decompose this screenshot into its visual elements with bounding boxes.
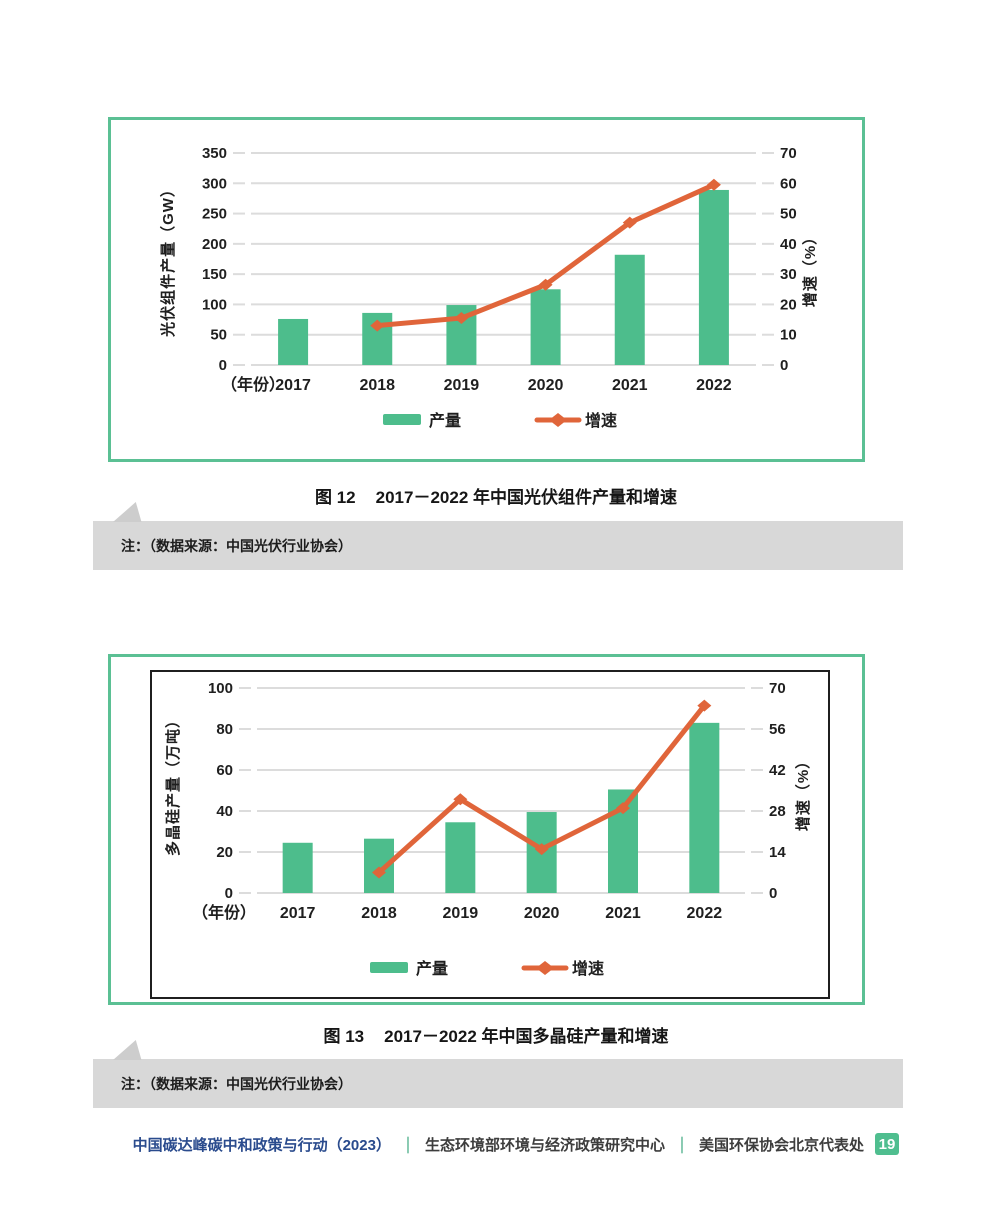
figure13-caption-text: 2017－2022 年中国多晶硅产量和增速 [384, 1027, 669, 1046]
growth-point-marker [534, 843, 549, 856]
right-axis-tick-label: 50 [780, 206, 797, 223]
right-axis-tick-label: 20 [780, 296, 797, 313]
right-axis-tick-label: 56 [769, 721, 786, 738]
x-axis-tick-label: 2020 [524, 905, 560, 922]
left-axis-tick-label: 0 [225, 885, 233, 902]
right-axis-tick-label: 70 [769, 680, 786, 697]
footer-org-1: 生态环境部环境与经济政策研究中心 [424, 1136, 665, 1154]
bar-2020 [530, 289, 561, 365]
right-axis-tick-label: 30 [780, 266, 797, 283]
bar-2022 [689, 722, 720, 893]
figure13-note: 注：（数据来源：中国光伏行业协会） [93, 1040, 903, 1108]
legend-bar-swatch [383, 414, 421, 425]
right-axis-title: 增速（%） [801, 229, 819, 307]
growth-point-marker [622, 216, 637, 229]
x-axis-tick-label: 2022 [696, 377, 732, 394]
figure13-chart-card: 0 20 40 60 80 100 0 14 28 42 56 70 （年份） 2017 2018 2019 2… [108, 654, 865, 1005]
right-axis-tick-label: 0 [769, 885, 777, 902]
figure12-note-text: 注：（数据来源：中国光伏行业协会） [121, 537, 352, 554]
left-axis-tick-label: 350 [202, 145, 227, 162]
left-axis-tick-label: 250 [202, 206, 227, 223]
footer-divider: ｜ [673, 1138, 690, 1155]
left-axis-tick-label: 20 [216, 844, 233, 861]
left-axis-tick-label: 100 [208, 680, 233, 697]
left-axis-tick-label: 200 [202, 236, 227, 253]
x-axis-tick-label: 2021 [605, 905, 641, 922]
left-axis-tick-label: 40 [216, 803, 233, 820]
x-axis-tick-label: 2017 [280, 905, 316, 922]
growth-point-marker [370, 319, 385, 332]
figure12-caption: 图 12 2017－2022 年中国光伏组件产量和增速 [93, 483, 899, 508]
legend-bar-swatch [370, 962, 408, 973]
growth-point-marker [454, 312, 469, 325]
growth-point-marker [616, 802, 630, 815]
footer-report-title: 中国碳达峰碳中和政策与行动（2023） [132, 1136, 391, 1154]
left-axis-tick-label: 50 [210, 327, 227, 344]
x-axis-tick-label: 2019 [444, 377, 480, 394]
figure12-caption-text: 2017－2022 年中国光伏组件产量和增速 [375, 488, 677, 507]
figure13-caption: 图 13 2017－2022 年中国多晶硅产量和增速 [93, 1022, 899, 1047]
right-axis-tick-label: 14 [769, 844, 786, 861]
legend-line-label: 增速 [585, 411, 617, 430]
figure12-note: 注：（数据来源：中国光伏行业协会） [93, 502, 903, 570]
x-axis-tick-label: 2021 [612, 377, 648, 394]
page-footer: 中国碳达峰碳中和政策与行动（2023） ｜ 生态环境部环境与经济政策研究中心 ｜… [0, 1132, 899, 1156]
x-axis-tick-label: 2017 [275, 377, 311, 394]
figure13-plot-frame: 0 20 40 60 80 100 0 14 28 42 56 70 （年份） 2017 2018 2019 2… [150, 670, 830, 999]
growth-point-marker [706, 178, 721, 191]
page-number-badge: 19 [875, 1133, 899, 1155]
right-axis-tick-label: 60 [780, 175, 797, 192]
x-axis-tick-label: 2019 [443, 905, 479, 922]
figure12-chart: 0 50 100 150 200 250 300 350 0 10 20 30 40 50 60 70 （年份）… [159, 145, 819, 430]
figure13-chart: 0 20 40 60 80 100 0 14 28 42 56 70 （年份） 2017 2018 2019 2… [164, 680, 812, 978]
growth-point-marker [372, 866, 386, 879]
footer-divider: ｜ [399, 1138, 416, 1155]
left-axis-title: 光伏组件产量（GW） [159, 181, 177, 338]
bar-2021 [614, 254, 645, 365]
legend-line-marker-icon [549, 413, 567, 427]
x-axis-unit-label: （年份） [221, 375, 285, 394]
left-axis-tick-label: 150 [202, 266, 227, 283]
bar-2017 [282, 842, 313, 893]
x-axis-tick-label: 2018 [359, 377, 395, 394]
growth-point-marker [538, 278, 553, 291]
x-axis-tick-label: 2022 [687, 905, 723, 922]
growth-point-marker [453, 793, 468, 806]
figure13-note-text: 注：（数据来源：中国光伏行业协会） [121, 1075, 352, 1092]
left-axis-tick-label: 300 [202, 175, 227, 192]
bar-2019 [445, 822, 476, 893]
legend-line-marker-icon [536, 961, 554, 975]
bar-2022 [698, 189, 729, 365]
growth-point-marker [697, 699, 712, 712]
right-axis-title: 增速（%） [794, 753, 812, 831]
x-axis-tick-label: 2018 [361, 905, 397, 922]
footer-org-2: 美国环保协会北京代表处 [698, 1136, 864, 1154]
right-axis-tick-label: 0 [780, 357, 788, 374]
figure12-caption-number: 图 12 [315, 488, 356, 507]
left-axis-tick-label: 0 [219, 357, 227, 374]
left-axis-tick-label: 60 [216, 762, 233, 779]
right-axis-tick-label: 40 [780, 236, 797, 253]
legend-line-label: 增速 [572, 959, 604, 978]
left-axis-title: 多晶硅产量（万吨） [164, 712, 182, 856]
figure13-caption-number: 图 13 [323, 1027, 365, 1046]
x-axis-tick-label: 2020 [528, 377, 564, 394]
x-axis-unit-label: （年份） [192, 903, 256, 922]
legend-bar-label: 产量 [416, 959, 448, 978]
right-axis-tick-label: 70 [780, 145, 797, 162]
figure12-chart-card: 0 50 100 150 200 250 300 350 0 10 20 30 40 50 60 70 （年份）… [108, 117, 865, 462]
right-axis-tick-label: 42 [769, 762, 786, 779]
bar-2017 [278, 318, 309, 365]
right-axis-tick-label: 10 [780, 327, 797, 344]
right-axis-tick-label: 28 [769, 803, 786, 820]
legend-bar-label: 产量 [429, 411, 461, 430]
left-axis-tick-label: 80 [216, 721, 233, 738]
left-axis-tick-label: 100 [202, 296, 227, 313]
